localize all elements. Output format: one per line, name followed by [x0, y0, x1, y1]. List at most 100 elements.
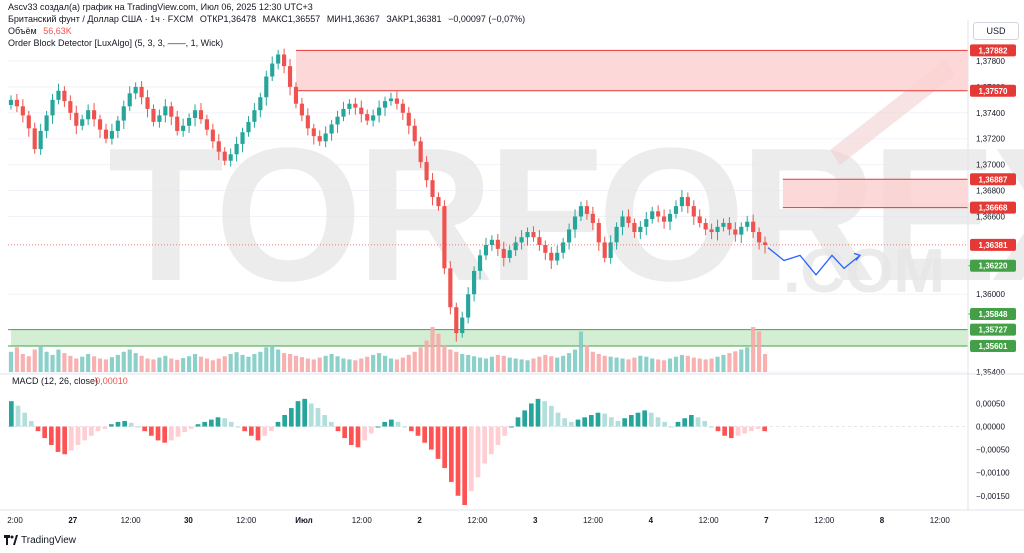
candle: [74, 112, 79, 126]
macd-bar: [669, 426, 674, 428]
last-price-badge: [970, 238, 1016, 251]
symbol-legend: Британский фунт / Доллар США · 1ч · FXCM…: [8, 14, 529, 24]
macd-bar: [462, 426, 467, 505]
volume-bar: [365, 356, 370, 372]
volume-bar: [739, 349, 744, 372]
time-tick-label: 12:00: [236, 516, 257, 525]
tradingview-brand: TradingView: [21, 535, 77, 546]
volume-bar: [442, 345, 447, 372]
projection-arrow-icon: [853, 252, 862, 261]
volume-bar: [311, 359, 316, 372]
candle: [187, 117, 192, 126]
macd-bar: [495, 426, 501, 445]
candle: [543, 244, 548, 253]
macd-bar: [475, 426, 481, 478]
candle: [8, 99, 14, 106]
macd-tick-label: −0,00150: [976, 492, 1010, 501]
volume-bar: [667, 358, 673, 372]
candle: [685, 197, 690, 207]
volume-bar: [489, 356, 494, 372]
macd-bar: [15, 405, 21, 427]
volume-bar: [317, 357, 322, 372]
volume-bar: [359, 358, 364, 372]
time-tick-label: 12:00: [121, 516, 142, 525]
candle: [32, 128, 37, 150]
macd-bar: [709, 426, 714, 428]
volume-bar: [50, 354, 55, 372]
macd-bar: [115, 421, 121, 427]
price-badge-3: [970, 201, 1016, 214]
volume-bar: [329, 354, 334, 372]
volume-bar: [8, 351, 14, 372]
candle: [567, 229, 572, 243]
volume-bar: [430, 327, 435, 372]
candle: [276, 54, 281, 64]
volume-bar: [222, 356, 227, 372]
ohlc-high: МАКС1,36557: [262, 14, 321, 24]
volume-bar: [436, 333, 441, 372]
candle: [86, 110, 91, 120]
candle: [412, 125, 417, 142]
time-tick-label: Июл: [295, 516, 312, 525]
macd-bar: [582, 417, 587, 427]
volume-bar: [721, 354, 726, 372]
macd-bar: [102, 426, 107, 429]
volume-bar: [44, 351, 49, 372]
volume-bar: [56, 349, 61, 372]
candle: [442, 206, 447, 269]
candle: [305, 115, 310, 129]
macd-bar: [515, 417, 521, 427]
candle: [662, 216, 667, 222]
candle: [109, 130, 114, 139]
candle: [751, 221, 756, 233]
volume-bar: [602, 355, 607, 372]
candle: [739, 226, 744, 235]
candle: [210, 129, 215, 142]
currency-button[interactable]: USD: [973, 22, 1019, 40]
macd-bar: [289, 408, 294, 427]
volume-bar: [388, 358, 394, 372]
candle: [400, 103, 405, 113]
volume-bar: [145, 358, 150, 372]
indicator-legend[interactable]: Order Block Detector [LuxAlgo] (5, 3, 3,…: [8, 38, 224, 48]
price-tick-label: 1,37200: [976, 135, 1005, 144]
volume-bar: [673, 356, 679, 372]
candle: [614, 226, 619, 243]
candle: [38, 130, 43, 150]
macd-bar: [602, 413, 607, 427]
tradingview-logo-icon: [4, 535, 18, 546]
volume-bar: [703, 359, 708, 372]
volume-bar: [709, 358, 714, 372]
order-block-bearish-ob-2: [782, 179, 968, 208]
macd-bar: [229, 421, 234, 427]
candle: [697, 216, 702, 223]
volume-bar: [26, 356, 31, 372]
macd-bar: [642, 410, 647, 427]
macd-bar: [169, 426, 174, 441]
volume-bar: [305, 358, 310, 372]
candle: [436, 197, 441, 207]
macd-bar: [295, 401, 301, 427]
volume-label[interactable]: Объём: [8, 26, 37, 36]
candle: [311, 128, 316, 137]
volume-bar: [757, 331, 762, 372]
price-tick-label: 1,35400: [976, 368, 1005, 377]
volume-bar: [109, 357, 114, 372]
macd-bar: [522, 410, 527, 427]
candle: [667, 213, 673, 222]
candle: [20, 106, 25, 116]
macd-tick-label: −0,00100: [976, 469, 1010, 478]
symbol-name[interactable]: Британский фунт / Доллар США · 1ч · FXCM: [8, 14, 194, 24]
volume-bar: [745, 347, 750, 372]
time-tick-label: 12:00: [814, 516, 835, 525]
candle: [454, 307, 459, 334]
price-badge-6: [970, 323, 1016, 336]
watermark-text: TORFOREX: [108, 109, 1024, 321]
candle: [252, 110, 257, 122]
macd-bar: [549, 405, 554, 427]
volume-bar: [561, 355, 566, 372]
macd-bar: [255, 426, 261, 441]
candle: [299, 103, 304, 116]
